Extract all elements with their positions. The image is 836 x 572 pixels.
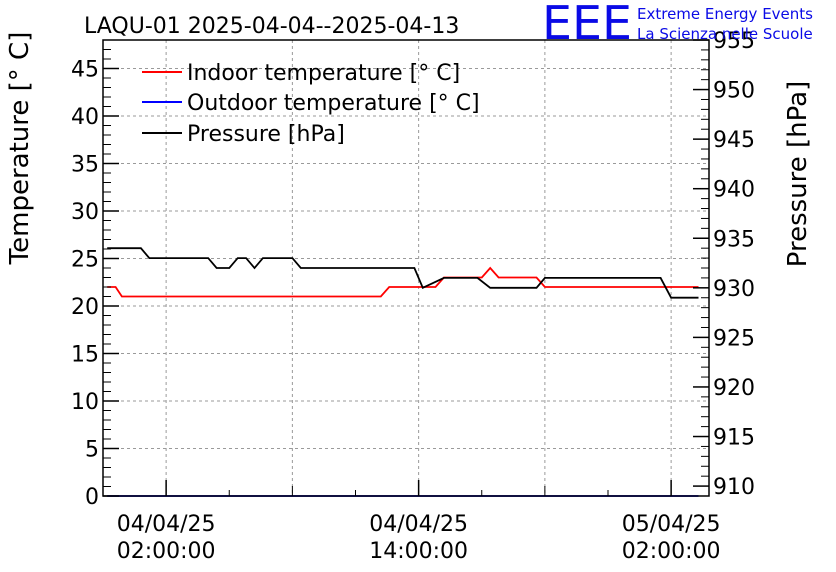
y-tick-label: 0 bbox=[85, 485, 99, 510]
y2-tick-label: 910 bbox=[713, 475, 755, 500]
x-tick-label-date: 04/04/25 bbox=[117, 512, 216, 537]
pressure-line bbox=[107, 247, 699, 299]
y2-tick-label: 925 bbox=[713, 326, 755, 351]
y2-tick-label: 940 bbox=[713, 178, 755, 203]
y2-tick-label: 950 bbox=[713, 79, 755, 104]
y-tick-label: 35 bbox=[71, 153, 99, 178]
x-tick-label-time: 02:00:00 bbox=[117, 539, 216, 564]
x-tick-label-time: 02:00:00 bbox=[622, 539, 721, 564]
grid-lines bbox=[103, 40, 709, 496]
y2-tick-label: 930 bbox=[713, 277, 755, 302]
y2-tick-label: 955 bbox=[713, 29, 755, 54]
y2-tick-label: 920 bbox=[713, 376, 755, 401]
y-tick-label: 25 bbox=[71, 248, 99, 273]
eee-logo-mark: EEE bbox=[542, 0, 632, 50]
y2-tick-label: 945 bbox=[713, 128, 755, 153]
axes: 0 5 10 15 20 25 30 35 40 45 910 915 920 925 930 935 940 9… bbox=[71, 29, 755, 564]
y2-tick-label: 935 bbox=[713, 227, 755, 252]
y2-tick-label: 915 bbox=[713, 426, 755, 451]
eee-logo: EEE Extreme Energy Events La Scienza nel… bbox=[542, 0, 813, 50]
eee-logo-line1: Extreme Energy Events bbox=[637, 5, 813, 23]
legend-label-outdoor: Outdoor temperature [° C] bbox=[187, 91, 480, 116]
y-tick-label: 5 bbox=[85, 438, 99, 463]
eee-logo-line2: La Scienza nelle Scuole bbox=[637, 25, 813, 43]
y2-axis-title: Pressure [hPa] bbox=[783, 81, 813, 268]
y-tick-label: 40 bbox=[71, 105, 99, 130]
x-tick-label-date: 04/04/25 bbox=[369, 512, 468, 537]
x-tick-label-date: 05/04/25 bbox=[622, 512, 721, 537]
x-tick-label-time: 14:00:00 bbox=[369, 539, 468, 564]
legend-label-pressure: Pressure [hPa] bbox=[187, 122, 345, 147]
chart-title: LAQU-01 2025-04-04--2025-04-13 bbox=[84, 14, 459, 39]
y-axis-title: Temperature [° C] bbox=[5, 32, 35, 266]
legend-label-indoor: Indoor temperature [° C] bbox=[187, 61, 460, 86]
y-tick-label: 15 bbox=[71, 343, 99, 368]
y-tick-label: 10 bbox=[71, 390, 99, 415]
y-tick-label: 20 bbox=[71, 295, 99, 320]
y-tick-label: 45 bbox=[71, 58, 99, 83]
legend: Indoor temperature [° C] Outdoor tempera… bbox=[142, 61, 480, 147]
y-tick-label: 30 bbox=[71, 200, 99, 225]
